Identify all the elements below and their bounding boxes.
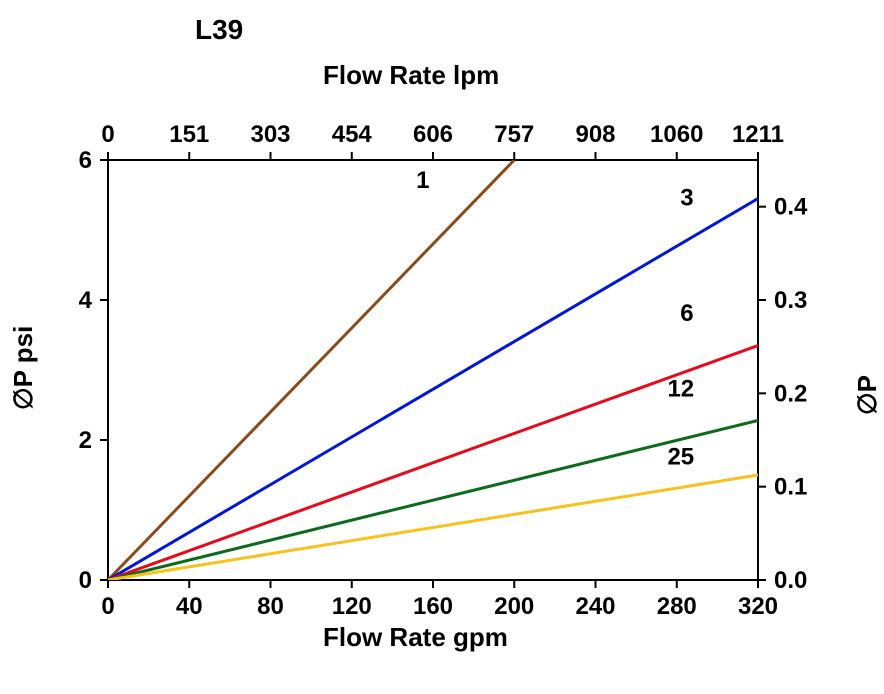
x-bottom-tick-label: 40 [176,593,203,620]
series-line-6 [108,346,758,581]
y-left-tick-label: 2 [79,427,92,454]
x-bottom-tick-label: 240 [575,593,615,620]
x-top-tick-label: 0 [101,121,114,148]
x-top-tick-label: 454 [332,121,373,148]
x-bottom-tick-label: 120 [332,593,372,620]
x-top-tick-label: 1211 [732,121,784,148]
x-top-tick-label: 1060 [650,121,703,148]
y-right-tick-label: 0.4 [774,194,808,221]
series-line-25 [108,475,758,580]
x-bottom-tick-label: 160 [413,593,453,620]
y-left-tick-label: 6 [79,147,92,174]
x-top-tick-label: 908 [575,121,615,148]
series-label-12: 12 [667,376,694,403]
series-label-6: 6 [680,300,693,327]
plot-svg: 0408012016020024028032001513034546067579… [0,0,884,694]
series-label-3: 3 [680,185,693,212]
y-left-tick-label: 4 [79,287,93,314]
series-label-1: 1 [416,167,429,194]
y-left-tick-label: 0 [79,567,92,594]
x-bottom-tick-label: 280 [657,593,697,620]
x-top-tick-label: 757 [494,121,534,148]
x-top-tick-label: 303 [250,121,290,148]
y-right-tick-label: 0.3 [774,287,807,314]
x-top-tick-label: 151 [169,121,209,148]
x-bottom-tick-label: 200 [494,593,534,620]
y-right-tick-label: 0.1 [774,474,807,501]
x-top-tick-label: 606 [413,121,453,148]
series-line-12 [108,420,758,580]
y-right-tick-label: 0.2 [774,380,807,407]
chart-container: L39 Flow Rate lpm Flow Rate gpm ∅P psi ∅… [0,0,884,694]
x-bottom-tick-label: 320 [738,593,778,620]
series-line-1 [108,160,514,580]
series-label-25: 25 [667,444,694,471]
x-bottom-tick-label: 0 [101,593,114,620]
series-line-3 [108,199,758,581]
x-bottom-tick-label: 80 [257,593,284,620]
y-right-tick-label: 0.0 [774,567,807,594]
